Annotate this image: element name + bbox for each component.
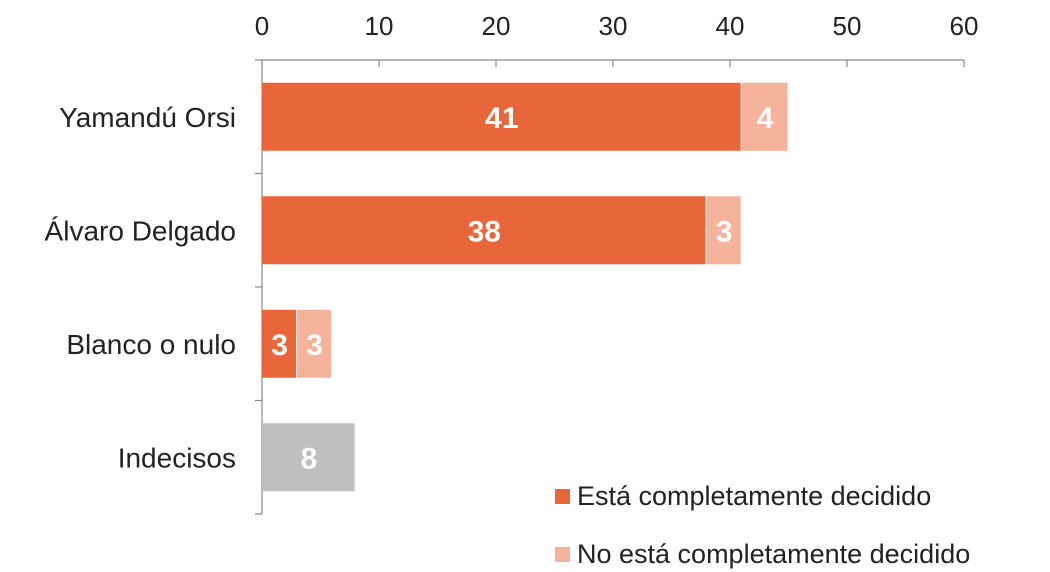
data-label-blanco-o-nulo-series-1: 3: [306, 329, 323, 362]
legend-swatch-1: [555, 547, 570, 562]
category-label-blanco-o-nulo: Blanco o nulo: [66, 329, 236, 360]
data-label-indecisos-series-2: 8: [300, 442, 317, 475]
x-tick-label-60: 60: [950, 11, 979, 41]
data-label-blanco-o-nulo-series-0: 3: [271, 329, 288, 362]
category-label-alvaro-delgado: Álvaro Delgado: [45, 215, 236, 246]
x-tick-label-20: 20: [482, 11, 511, 41]
bar-indecisos-series-2: [262, 423, 355, 492]
bar-blanco-o-nulo-series-1: [297, 309, 332, 378]
x-tick-label-50: 50: [833, 11, 862, 41]
bar-yamandu-orsi-series-1: [741, 82, 788, 151]
legend-swatch-0: [555, 489, 570, 504]
data-label-yamandu-orsi-series-0: 41: [485, 102, 518, 135]
bar-blanco-o-nulo-series-0: [262, 309, 297, 378]
x-tick-label-30: 30: [599, 11, 628, 41]
bar-alvaro-delgado-series-0: [262, 196, 706, 265]
data-label-yamandu-orsi-series-1: 4: [757, 102, 774, 135]
data-label-alvaro-delgado-series-1: 3: [716, 215, 733, 248]
category-label-indecisos: Indecisos: [118, 442, 236, 473]
data-label-alvaro-delgado-series-0: 38: [468, 215, 501, 248]
category-label-yamandu-orsi: Yamandú Orsi: [59, 102, 236, 133]
bar-alvaro-delgado-series-1: [706, 196, 741, 265]
x-tick-label-40: 40: [716, 11, 745, 41]
x-tick-label-10: 10: [365, 11, 394, 41]
bar-yamandu-orsi-series-0: [262, 82, 741, 151]
legend-label-1: No está completamente decidido: [577, 539, 970, 569]
legend-label-0: Está completamente decidido: [577, 481, 931, 511]
x-tick-label-0: 0: [255, 11, 269, 41]
